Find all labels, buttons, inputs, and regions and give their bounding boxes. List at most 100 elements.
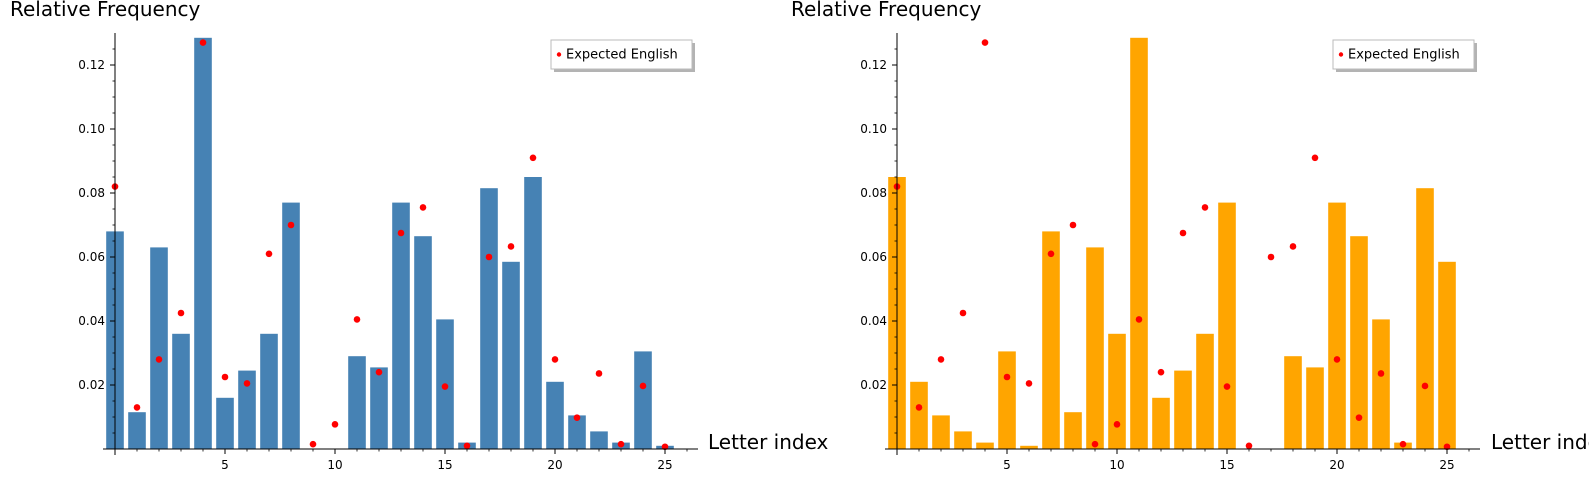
expected-point-11	[1135, 316, 1143, 323]
expected-point-14	[1201, 204, 1209, 211]
expected-point-1	[133, 404, 141, 411]
x-tick-label-25: 25	[657, 458, 672, 472]
expected-point-22	[1377, 370, 1385, 377]
expected-point-5	[1003, 373, 1011, 381]
bar-7	[1042, 231, 1060, 449]
x-tick-label-25: 25	[1439, 458, 1454, 472]
expected-point-20	[1333, 356, 1341, 363]
legend-box	[550, 39, 693, 70]
bar-25	[1438, 261, 1456, 449]
legend-marker	[556, 52, 562, 57]
expected-point-13	[397, 229, 405, 237]
expected-point-13	[1179, 229, 1187, 237]
expected-point-8	[287, 221, 295, 229]
bar-11	[348, 356, 366, 449]
expected-point-22	[595, 370, 603, 377]
x-tick-label-5: 5	[1003, 458, 1011, 472]
expected-point-24	[1421, 382, 1429, 390]
expected-point-11	[353, 316, 361, 323]
legend-marker	[1338, 52, 1344, 57]
bar-4	[194, 37, 212, 450]
bar-2	[150, 247, 168, 449]
bar-5	[216, 397, 234, 449]
expected-point-group	[111, 39, 669, 451]
bar-4	[976, 442, 994, 449]
bar-13	[1174, 370, 1192, 449]
bar-22	[590, 431, 608, 449]
bar-12	[370, 367, 388, 449]
expected-point-14	[419, 204, 427, 211]
expected-point-19	[529, 154, 537, 162]
y-tick-label-3: 0.08	[78, 186, 105, 200]
expected-point-16	[1245, 442, 1253, 450]
expected-point-15	[441, 383, 449, 390]
expected-point-21	[1355, 414, 1363, 421]
expected-point-1	[915, 404, 923, 411]
expected-point-23	[617, 440, 625, 448]
bar-19	[524, 177, 542, 449]
x-tick-label-10: 10	[1109, 458, 1124, 472]
bar-20	[546, 381, 564, 449]
bar-9	[1086, 247, 1104, 449]
expected-point-17	[1267, 253, 1275, 261]
y-tick-label-1: 0.04	[78, 314, 105, 328]
x-tick-label-10: 10	[327, 458, 342, 472]
bar-13	[392, 202, 410, 449]
y-tick-label-2: 0.06	[860, 250, 887, 264]
expected-point-18	[507, 243, 515, 250]
expected-point-21	[573, 414, 581, 421]
bar-1	[910, 381, 928, 449]
bar-group	[106, 37, 674, 450]
bar-14	[414, 236, 432, 449]
y-tick-label-1: 0.04	[860, 314, 887, 328]
bar-group	[888, 37, 1456, 450]
y-axis-label: Relative Frequency	[10, 0, 200, 21]
bar-21	[568, 415, 586, 449]
expected-point-4	[199, 39, 207, 46]
bar-2	[932, 415, 950, 449]
x-axis-label: Letter index	[708, 430, 829, 454]
expected-point-24	[639, 382, 647, 390]
bar-12	[1152, 397, 1170, 449]
x-tick-label-15: 15	[1219, 458, 1234, 472]
expected-point-18	[1289, 243, 1297, 250]
expected-point-10	[1113, 421, 1121, 428]
y-tick-label-4: 0.10	[860, 122, 887, 136]
legend-label: Expected English	[566, 48, 678, 63]
bar-24	[1416, 188, 1434, 449]
y-tick-label-0: 0.02	[78, 378, 105, 392]
expected-point-16	[463, 442, 471, 450]
bar-18	[1284, 356, 1302, 449]
bar-24	[634, 351, 652, 449]
x-axis-label: Letter index	[1491, 430, 1589, 454]
y-tick-label-5: 0.12	[78, 58, 105, 72]
expected-point-3	[177, 309, 185, 317]
expected-point-4	[981, 39, 989, 46]
expected-point-2	[937, 356, 945, 363]
expected-point-25	[1443, 443, 1451, 451]
bar-3	[954, 431, 972, 449]
expected-point-group	[893, 39, 1451, 451]
bar-7	[260, 333, 278, 449]
y-tick-label-5: 0.12	[860, 58, 887, 72]
expected-point-7	[1047, 250, 1055, 258]
axes: 5 10 15 20 25 0.02 0.04 0.06 0.08 0.10 0.12	[860, 33, 1480, 472]
expected-point-10	[331, 421, 339, 428]
bar-11	[1130, 37, 1148, 450]
expected-point-12	[375, 368, 383, 376]
chart-panel-left: 5 10 15 20 25 0.02 0.04 0.06 0.08 0.10 0.12 Relati…	[10, 0, 829, 472]
bar-19	[1306, 367, 1324, 449]
bar-1	[128, 412, 146, 449]
expected-point-8	[1069, 221, 1077, 229]
y-axis-label: Relative Frequency	[791, 0, 981, 21]
expected-point-15	[1223, 383, 1231, 390]
bar-21	[1350, 236, 1368, 449]
bar-14	[1196, 333, 1214, 449]
legend: Expected English	[1332, 39, 1477, 72]
expected-point-17	[485, 253, 493, 261]
x-tick-label-15: 15	[437, 458, 452, 472]
bar-20	[1328, 202, 1346, 449]
expected-point-9	[309, 440, 317, 448]
expected-point-19	[1311, 154, 1319, 162]
expected-point-12	[1157, 368, 1165, 376]
